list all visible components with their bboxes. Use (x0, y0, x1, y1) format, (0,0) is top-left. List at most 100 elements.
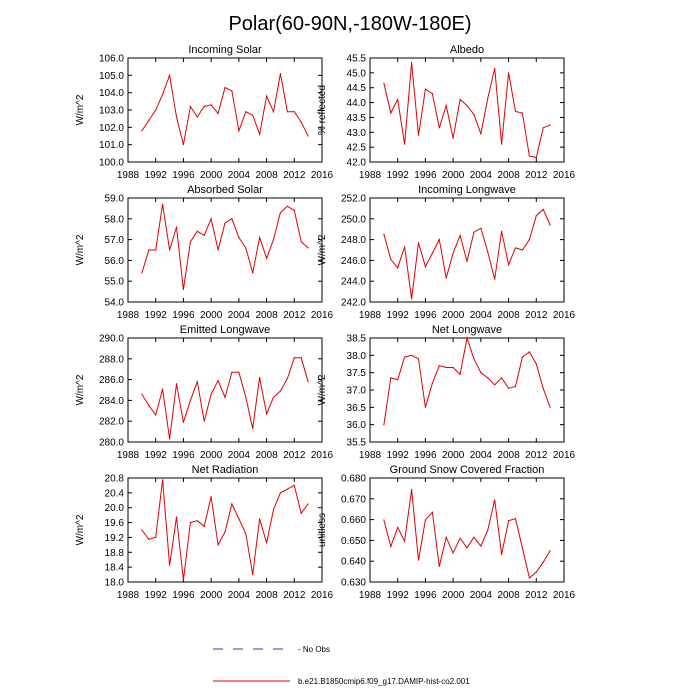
x-tick-label: 2012 (283, 310, 306, 321)
y-tick-label: 35.5 (347, 438, 367, 449)
x-tick-label: 2004 (228, 450, 251, 461)
data-point (238, 130, 240, 132)
data-point (404, 540, 406, 542)
x-tick-label: 2004 (228, 590, 251, 601)
data-point (272, 508, 275, 511)
data-point (549, 550, 551, 552)
data-point (383, 424, 385, 426)
data-point (501, 143, 503, 145)
data-point (507, 263, 510, 266)
data-point (473, 113, 475, 116)
data-point (383, 519, 385, 521)
y-axis-label: W/m^2 (75, 94, 86, 125)
data-point (265, 413, 268, 415)
data-point (390, 546, 392, 548)
data-point (148, 119, 150, 121)
data-point (182, 421, 185, 423)
data-point (168, 249, 171, 251)
data-point (210, 495, 212, 498)
data-point (141, 130, 143, 132)
data-point (549, 406, 551, 408)
data-point (272, 396, 275, 398)
x-tick-label: 1996 (414, 310, 437, 321)
data-point (203, 525, 205, 527)
data-point (272, 239, 275, 241)
data-point (459, 373, 461, 375)
chart-absorbed-solar: Absorbed Solar 1988 1992 1996 2000 2004 2008 20… (75, 184, 334, 321)
series-line (383, 489, 551, 579)
data-point (507, 387, 510, 389)
data-point (438, 239, 440, 241)
data-point (210, 218, 212, 220)
y-tick-label: 104.0 (99, 88, 124, 99)
data-point (300, 241, 302, 243)
chart-net-longwave: Net Longwave 1988 1992 1996 2000 2004 2008 2012… (317, 324, 576, 461)
data-point (196, 381, 198, 383)
data-point (148, 538, 150, 540)
data-point (452, 137, 454, 139)
data-point (452, 252, 454, 254)
chart-title: Ground Snow Covered Fraction (390, 464, 545, 476)
data-point (487, 377, 489, 379)
data-point (231, 218, 233, 220)
x-tick-label: 1992 (387, 170, 410, 181)
data-point (521, 249, 524, 251)
y-tick-label: 18.4 (105, 563, 125, 574)
chart-title: Incoming Longwave (418, 184, 516, 196)
data-point (431, 511, 433, 513)
series-line (141, 357, 309, 439)
x-tick-label: 2008 (497, 310, 520, 321)
x-tick-label: 2012 (525, 310, 548, 321)
data-point (175, 516, 178, 518)
data-point (494, 384, 496, 386)
x-tick-label: 2012 (525, 590, 548, 601)
data-point (466, 260, 468, 263)
x-tick-label: 2008 (255, 590, 278, 601)
data-point (293, 209, 295, 212)
plot-frame (369, 197, 565, 303)
data-point (383, 82, 385, 84)
y-tick-label: 103.0 (99, 106, 124, 117)
data-point (231, 503, 233, 505)
x-tick-label: 2000 (442, 450, 465, 461)
data-point (480, 133, 482, 135)
data-point (528, 239, 530, 241)
x-tick-label: 2016 (311, 310, 334, 321)
data-point (410, 298, 413, 300)
data-point (431, 382, 433, 384)
data-point (245, 396, 247, 398)
y-tick-label: 100.0 (99, 158, 124, 169)
data-point (528, 577, 530, 579)
data-point (182, 579, 185, 581)
y-tick-label: 44.5 (347, 83, 367, 94)
y-tick-label: 18.8 (105, 548, 125, 559)
x-tick-label: 2004 (470, 450, 493, 461)
x-tick-label: 1988 (359, 450, 382, 461)
figure-title: Polar(60-90N,-180W-180E) (228, 13, 471, 35)
plot-frame (127, 477, 323, 583)
data-point (238, 518, 240, 520)
series-line (141, 479, 309, 581)
data-point (265, 257, 268, 259)
data-point (307, 247, 309, 249)
chart-ground-snow-covered-fraction: Ground Snow Covered Fraction 1988 1992 1996… (317, 464, 576, 601)
data-point (300, 121, 302, 123)
legend-label-no-obs: - No Obs (298, 645, 330, 654)
data-point (501, 553, 503, 556)
x-tick-label: 1988 (117, 590, 140, 601)
y-tick-label: 38.0 (347, 351, 367, 362)
data-point (466, 547, 468, 549)
x-tick-label: 1996 (172, 590, 195, 601)
data-point (148, 249, 150, 251)
data-point (445, 536, 447, 538)
data-point (487, 529, 489, 531)
series-line (383, 336, 551, 425)
x-tick-label: 1988 (117, 450, 140, 461)
x-tick-label: 2008 (497, 450, 520, 461)
data-point (507, 72, 510, 74)
data-point (265, 542, 268, 544)
y-tick-label: 19.2 (105, 533, 125, 544)
data-point (175, 226, 178, 228)
data-point (224, 531, 226, 533)
data-point (521, 356, 524, 358)
